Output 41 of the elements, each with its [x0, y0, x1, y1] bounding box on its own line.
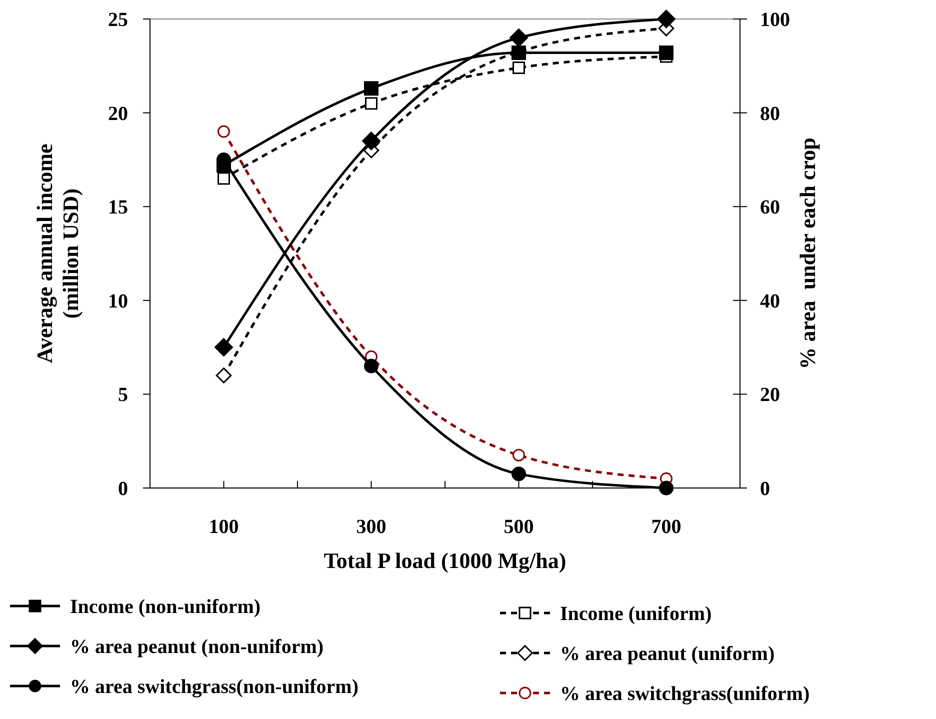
legend-label: % area peanut (non-uniform) — [70, 636, 324, 658]
x-tick-label: 700 — [651, 516, 682, 538]
point — [364, 81, 378, 96]
point — [216, 158, 231, 173]
y2-tick-label: 40 — [760, 290, 780, 312]
point — [512, 466, 526, 482]
y2-tick-label: 80 — [760, 102, 780, 125]
point — [657, 10, 676, 28]
point — [510, 28, 528, 47]
legend-label: Income (uniform) — [560, 603, 712, 625]
legend-label: % area switchgrass(non-uniform) — [70, 676, 359, 698]
point — [659, 46, 674, 60]
x-tick-label: 500 — [504, 516, 534, 538]
y-tick-label: 0 — [118, 478, 128, 500]
y-tick-label: 25 — [108, 9, 128, 31]
point — [214, 338, 233, 356]
legend-label: % area switchgrass(uniform) — [560, 683, 810, 705]
point — [364, 358, 378, 374]
point — [365, 97, 378, 110]
y2-tick-label: 20 — [760, 384, 780, 406]
point — [512, 62, 525, 74]
y-tick-label: 10 — [108, 290, 128, 312]
y-tick-label: 20 — [108, 102, 128, 125]
point — [659, 480, 674, 496]
point — [216, 368, 232, 384]
x-axis-title: Total P load (1000 Mg/ha) — [324, 548, 566, 573]
point — [362, 132, 380, 150]
y-tick-label: 5 — [118, 384, 128, 406]
legend-label: % area peanut (uniform) — [560, 643, 775, 665]
point — [218, 172, 230, 185]
y2-tick-label: 100 — [760, 9, 790, 31]
x-tick-label: 300 — [356, 516, 386, 538]
y2-tick-label: 0 — [760, 478, 770, 500]
legend-label: Income (non-uniform) — [70, 596, 261, 618]
y2-axis-title: % area under each crop — [795, 138, 820, 370]
point — [512, 448, 525, 462]
point — [218, 125, 230, 138]
y-tick-label: 15 — [108, 196, 128, 219]
x-tick-label: 100 — [208, 516, 239, 538]
y-axis-title: Average annual income (million USD) — [32, 143, 84, 364]
y2-tick-label: 60 — [760, 196, 780, 219]
